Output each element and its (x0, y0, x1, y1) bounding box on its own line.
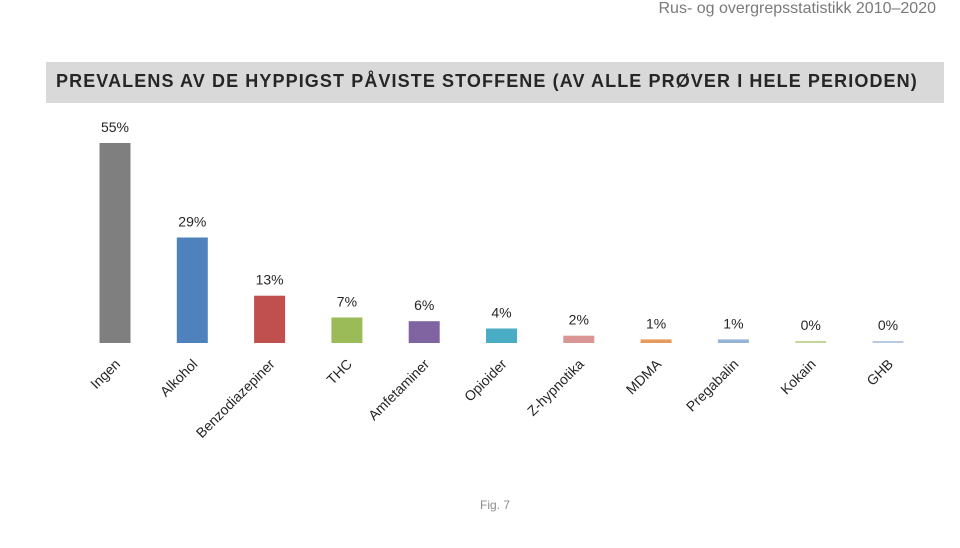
bar-kokain (795, 341, 827, 343)
report-header-caption: Rus- og overgrepsstatistikk 2010–2020 (658, 0, 937, 17)
category-label: Ingen (87, 356, 123, 392)
figure-caption: Fig. 7 (479, 498, 510, 512)
category-label: THC (323, 356, 355, 388)
bar-benzodiazepiner (254, 295, 286, 343)
bar-opioider (486, 328, 517, 343)
data-label: 55% (101, 119, 129, 135)
data-label: 29% (178, 214, 206, 230)
data-label: 1% (646, 315, 666, 331)
data-label: 2% (569, 312, 589, 328)
data-label: 4% (491, 305, 511, 321)
data-label: 0% (801, 317, 821, 333)
category-label: Alkohol (157, 356, 201, 400)
bar-ghb (872, 341, 904, 343)
category-label: Amfetaminer (365, 356, 433, 424)
data-label: 0% (878, 317, 898, 333)
data-label: 1% (723, 315, 743, 331)
data-label: 7% (337, 294, 357, 310)
data-label: 13% (256, 272, 284, 288)
category-label: Pregabalin (683, 356, 742, 415)
category-label: Benzodiazepiner (193, 356, 278, 441)
category-label: MDMA (623, 355, 665, 397)
bar-pregabalin (717, 339, 749, 343)
bars-layer: 55% Ingen 29% Alkohol 13% Benzodiazepiner 7% TH… (87, 119, 904, 441)
bar-amfetaminer (408, 321, 440, 343)
category-label: Kokain (777, 356, 819, 398)
bar-mdma (640, 339, 672, 343)
bar-ingen (99, 143, 131, 343)
bar-thc (331, 317, 363, 343)
bar-alkohol (176, 237, 208, 343)
chart-title: PREVALENS AV DE HYPPIGST PÅVISTE STOFFEN… (56, 71, 918, 91)
category-label: GHB (863, 356, 896, 389)
category-label: Opioider (461, 356, 510, 405)
category-label: Z-hypnotika (524, 356, 587, 419)
data-label: 6% (414, 297, 434, 313)
chart-title-band: PREVALENS AV DE HYPPIGST PÅVISTE STOFFEN… (46, 62, 944, 103)
bar-z-hypnotika (563, 335, 595, 343)
